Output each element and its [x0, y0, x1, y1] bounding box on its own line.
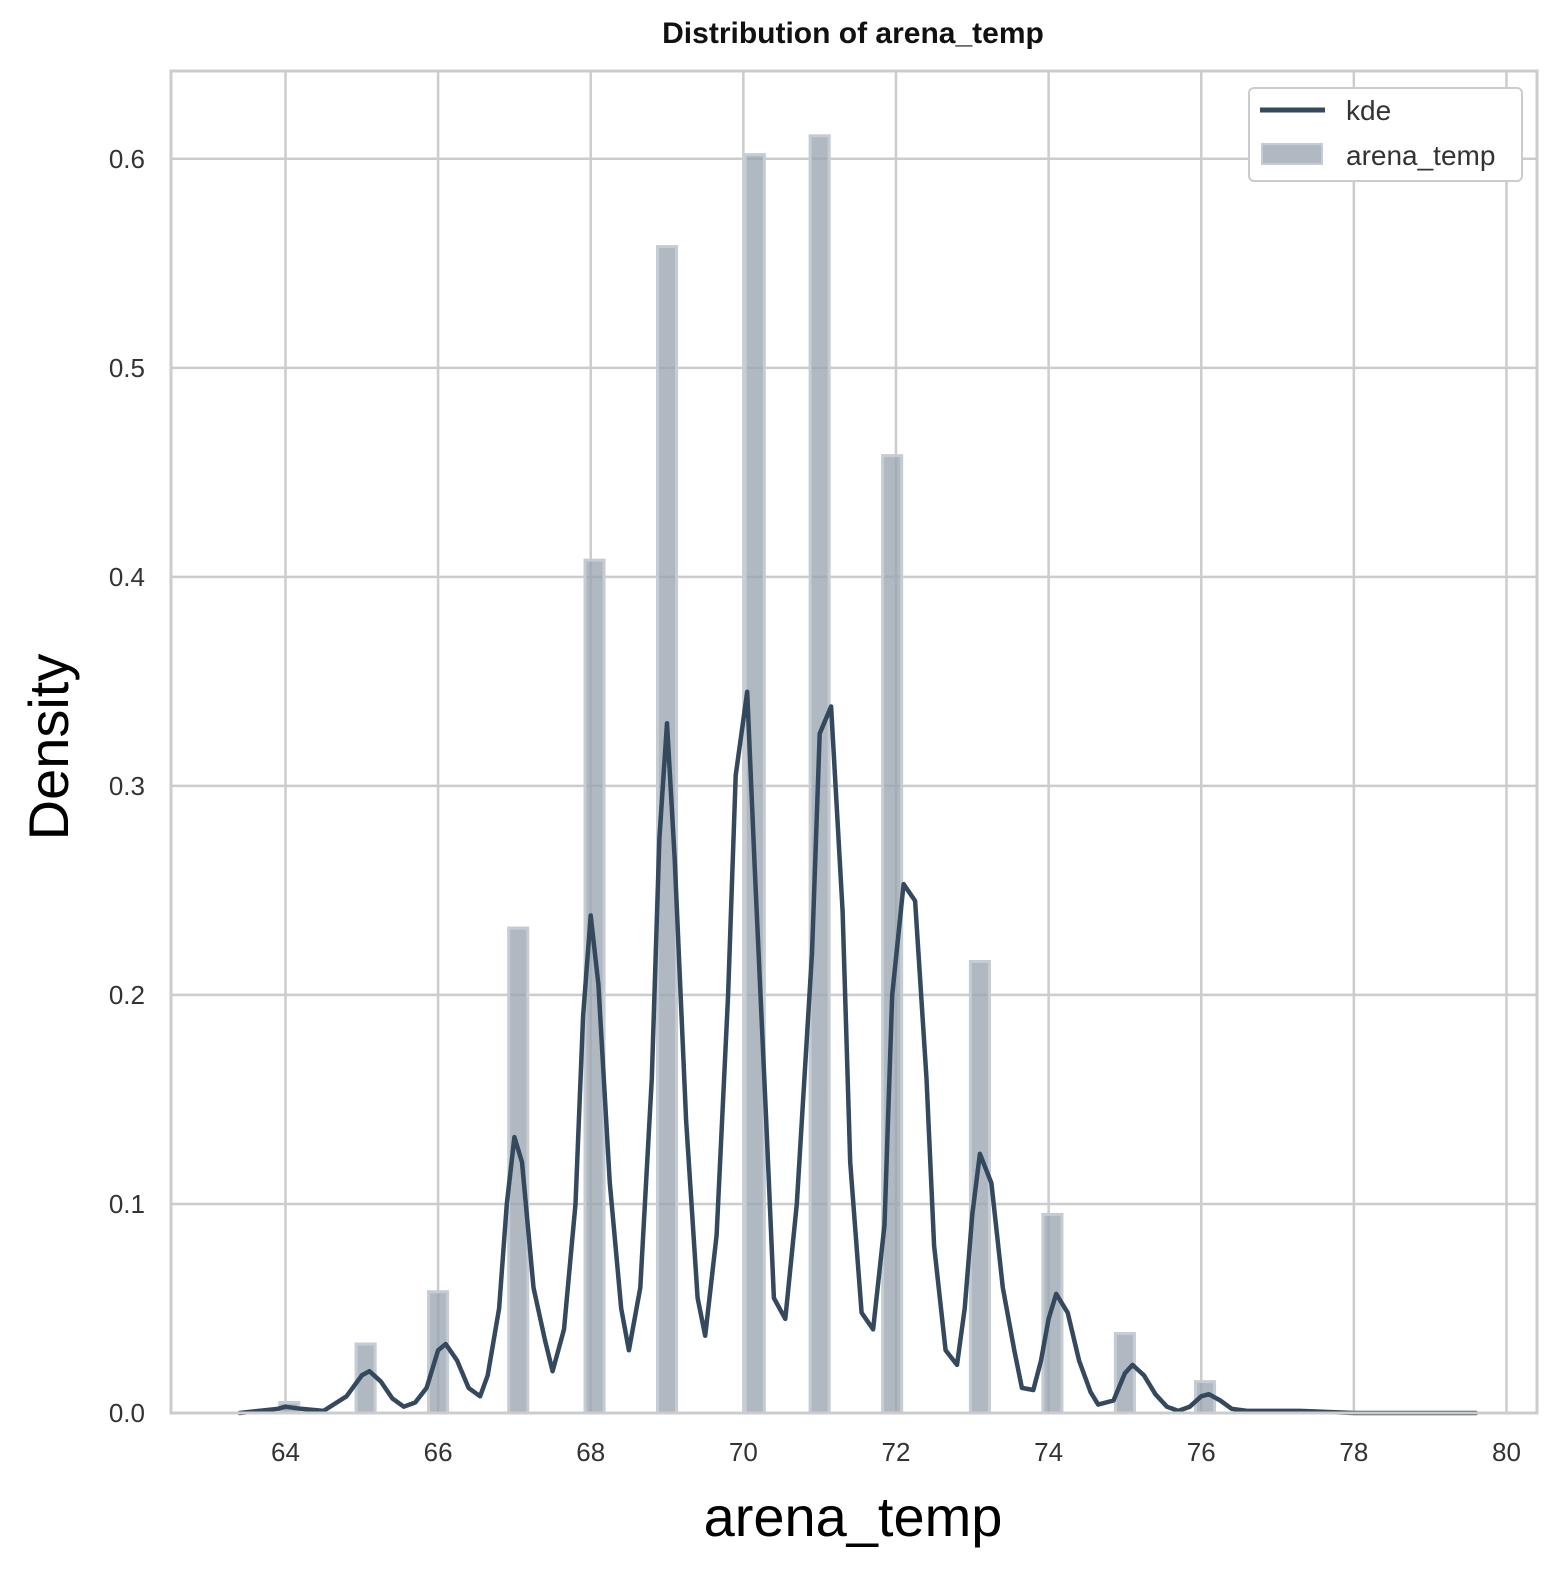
x-tick-label: 76: [1187, 1437, 1216, 1467]
y-tick-labels: 0.0 0.1 0.2 0.3 0.4 0.5 0.6: [109, 144, 145, 1428]
legend: kde arena_temp: [1248, 87, 1523, 182]
histogram-bar: [743, 153, 766, 1415]
histogram-bar: [968, 959, 991, 1415]
plot-frame: [169, 69, 1539, 1415]
y-tick-label: 0.5: [109, 353, 145, 383]
x-tick-label: 66: [424, 1437, 453, 1467]
y-tick-label: 0.2: [109, 980, 145, 1010]
x-tick-label: 78: [1339, 1437, 1368, 1467]
x-tick-label: 70: [729, 1437, 758, 1467]
kde-line: [237, 689, 1479, 1416]
kde-line-layer: [237, 689, 1479, 1416]
x-tick-label: 74: [1034, 1437, 1063, 1467]
x-tick-labels: 64 66 68 70 72 74 76 78 80: [271, 1437, 1521, 1467]
y-tick-label: 0.1: [109, 1189, 145, 1219]
x-tick-label: 68: [576, 1437, 605, 1467]
x-axis-title: arena_temp: [704, 1485, 1003, 1548]
y-tick-label: 0.3: [109, 771, 145, 801]
legend-kde-label: kde: [1346, 95, 1391, 126]
y-axis-title: Density: [17, 654, 80, 841]
x-tick-label: 80: [1492, 1437, 1521, 1467]
y-tick-label: 0.0: [109, 1398, 145, 1428]
legend-arena-temp-label: arena_temp: [1346, 140, 1495, 171]
x-tick-label: 64: [271, 1437, 300, 1467]
histogram-bar: [583, 558, 606, 1415]
x-tick-label: 72: [882, 1437, 911, 1467]
y-tick-label: 0.4: [109, 562, 145, 592]
y-tick-label: 0.6: [109, 144, 145, 174]
chart-title: Distribution of arena_temp: [662, 17, 1044, 50]
legend-arena-temp-swatch: [1261, 143, 1323, 165]
